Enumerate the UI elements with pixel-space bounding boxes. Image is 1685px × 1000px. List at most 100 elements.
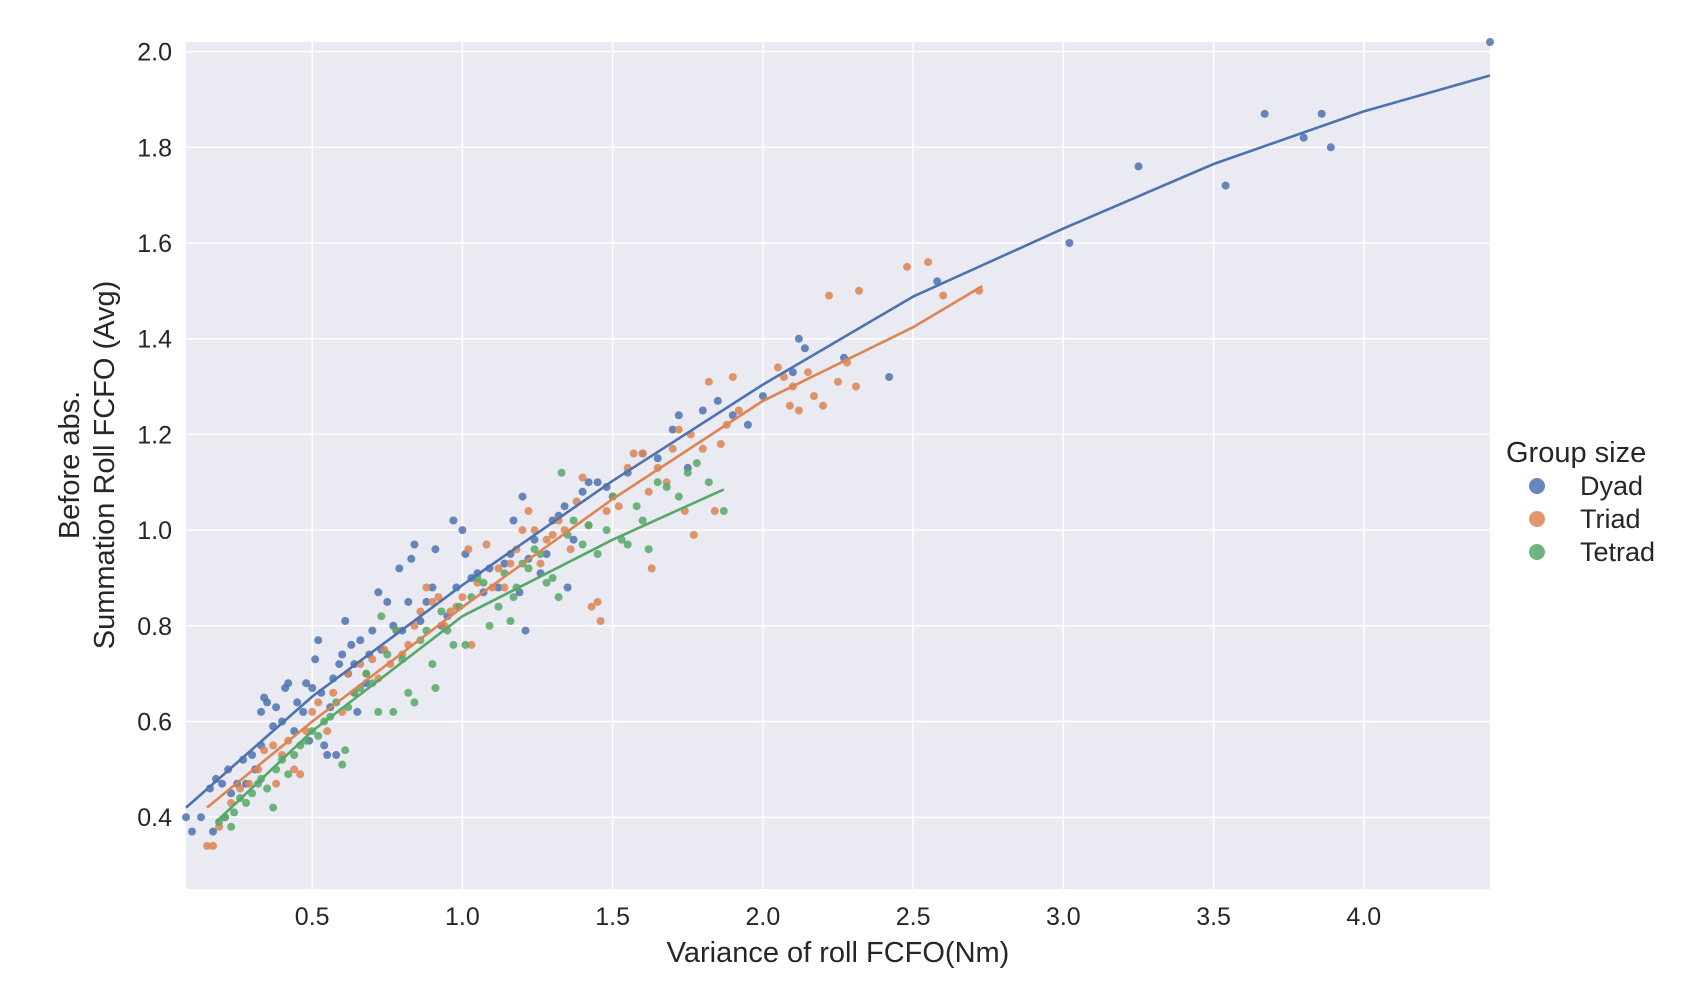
y-tick-label: 0.8 bbox=[137, 613, 172, 641]
legend-label-dyad: Dyad bbox=[1580, 471, 1643, 501]
tetrad-fit-line bbox=[215, 488, 725, 823]
tetrad-point bbox=[431, 684, 440, 692]
tetrad-point bbox=[638, 516, 647, 525]
dyad-point bbox=[584, 478, 593, 487]
tetrad-point bbox=[389, 707, 398, 716]
legend-marker-triad bbox=[1529, 511, 1545, 527]
dyad-point bbox=[383, 597, 392, 606]
dyad-point bbox=[308, 684, 317, 692]
y-tick-labels: 0.4 0.6 0.8 1.0 1.2 1.4 1.6 1.8 2.0 bbox=[137, 39, 172, 833]
tetrad-point bbox=[410, 698, 419, 707]
tetrad-point bbox=[314, 731, 323, 740]
triad-point bbox=[924, 258, 933, 267]
dyad-point bbox=[743, 420, 752, 429]
tetrad-point bbox=[557, 468, 566, 477]
dyad-point bbox=[323, 751, 332, 759]
tetrad-point bbox=[461, 640, 470, 649]
tetrad-point bbox=[263, 784, 272, 793]
x-tick-label: 3.0 bbox=[1046, 903, 1081, 931]
tetrad-point bbox=[548, 574, 557, 582]
y-axis-label-line1: Before abs. bbox=[54, 391, 86, 539]
triad-point bbox=[728, 373, 737, 381]
triad-point bbox=[368, 655, 377, 664]
dyad-point bbox=[728, 411, 737, 420]
dyad-point bbox=[314, 636, 323, 645]
triad-point bbox=[602, 507, 611, 515]
tetrad-point bbox=[449, 640, 458, 649]
dyad-point bbox=[1260, 109, 1269, 118]
triad-point bbox=[825, 291, 833, 300]
dyad-point bbox=[218, 779, 227, 788]
y-tick-label: 1.8 bbox=[137, 134, 172, 162]
tetrad-point bbox=[338, 760, 347, 769]
triad-point bbox=[578, 473, 587, 482]
tetrad-point bbox=[227, 822, 236, 831]
dyad-point bbox=[668, 425, 677, 434]
triad-point bbox=[903, 262, 912, 271]
triad-point bbox=[314, 698, 323, 707]
dyad-point bbox=[320, 741, 329, 750]
tetrad-point bbox=[542, 578, 551, 587]
y-tick-label: 2.0 bbox=[137, 39, 172, 67]
x-tick-label: 0.5 bbox=[295, 903, 330, 931]
triad-point bbox=[272, 779, 281, 788]
dyad-point bbox=[449, 516, 458, 525]
tetrad-point bbox=[374, 707, 383, 716]
triad-point bbox=[689, 530, 698, 539]
dyad-point bbox=[248, 751, 257, 759]
x-tick-labels: 0.5 1.0 1.5 2.0 2.5 3.0 3.5 4.0 bbox=[295, 903, 1381, 931]
tetrad-point bbox=[377, 612, 386, 621]
triad-point bbox=[566, 545, 575, 554]
tetrad-point bbox=[506, 617, 515, 625]
x-tick-label: 2.0 bbox=[746, 903, 781, 931]
triad-point bbox=[716, 440, 725, 448]
plot-background bbox=[186, 42, 1490, 889]
tetrad-point bbox=[341, 746, 350, 755]
triad-point bbox=[593, 597, 602, 606]
dyad-point bbox=[422, 597, 431, 606]
dyad-point bbox=[299, 707, 308, 716]
dyad-point bbox=[1486, 38, 1494, 46]
triad-point bbox=[734, 406, 743, 415]
dyad-point bbox=[227, 789, 236, 798]
dyad-point bbox=[569, 535, 578, 544]
triad-point bbox=[494, 564, 503, 573]
triad-point bbox=[647, 564, 656, 573]
triad-point bbox=[323, 727, 332, 736]
triad-point bbox=[467, 640, 476, 649]
legend-marker-tetrad bbox=[1529, 544, 1545, 560]
dyad-point bbox=[458, 526, 467, 535]
triad-point bbox=[804, 368, 812, 377]
triad-point bbox=[296, 770, 305, 779]
triad-point bbox=[203, 841, 211, 850]
triad-point bbox=[518, 526, 527, 535]
tetrad-point bbox=[653, 478, 662, 487]
triad-point bbox=[773, 363, 782, 372]
legend-title: Group size bbox=[1506, 437, 1646, 469]
dyad-point bbox=[257, 707, 266, 716]
x-axis-label: Variance of roll FCFO(Nm) bbox=[667, 937, 1010, 969]
tetrad-point bbox=[362, 669, 371, 678]
dyad-point bbox=[353, 707, 362, 716]
dyad-point bbox=[404, 597, 413, 606]
tetrad-point bbox=[383, 650, 392, 659]
triad-point bbox=[698, 444, 707, 453]
tetrad-point bbox=[230, 808, 239, 817]
dyad-point bbox=[800, 344, 809, 353]
dyad-point bbox=[293, 698, 302, 707]
triad-point bbox=[506, 559, 515, 568]
triad-point bbox=[644, 487, 653, 496]
triad-point bbox=[269, 741, 278, 750]
dyad-point bbox=[500, 559, 509, 568]
y-axis-label-line2: Summation Roll FCFO (Avg) bbox=[89, 281, 121, 650]
triad-point bbox=[852, 382, 860, 391]
dyad-point bbox=[1299, 133, 1308, 142]
triad-point bbox=[290, 765, 299, 774]
tetrad-point bbox=[530, 545, 539, 554]
triad-point bbox=[500, 583, 509, 592]
tetrad-point bbox=[692, 459, 701, 468]
dyad-point bbox=[885, 373, 894, 381]
dyad-point bbox=[518, 492, 527, 501]
